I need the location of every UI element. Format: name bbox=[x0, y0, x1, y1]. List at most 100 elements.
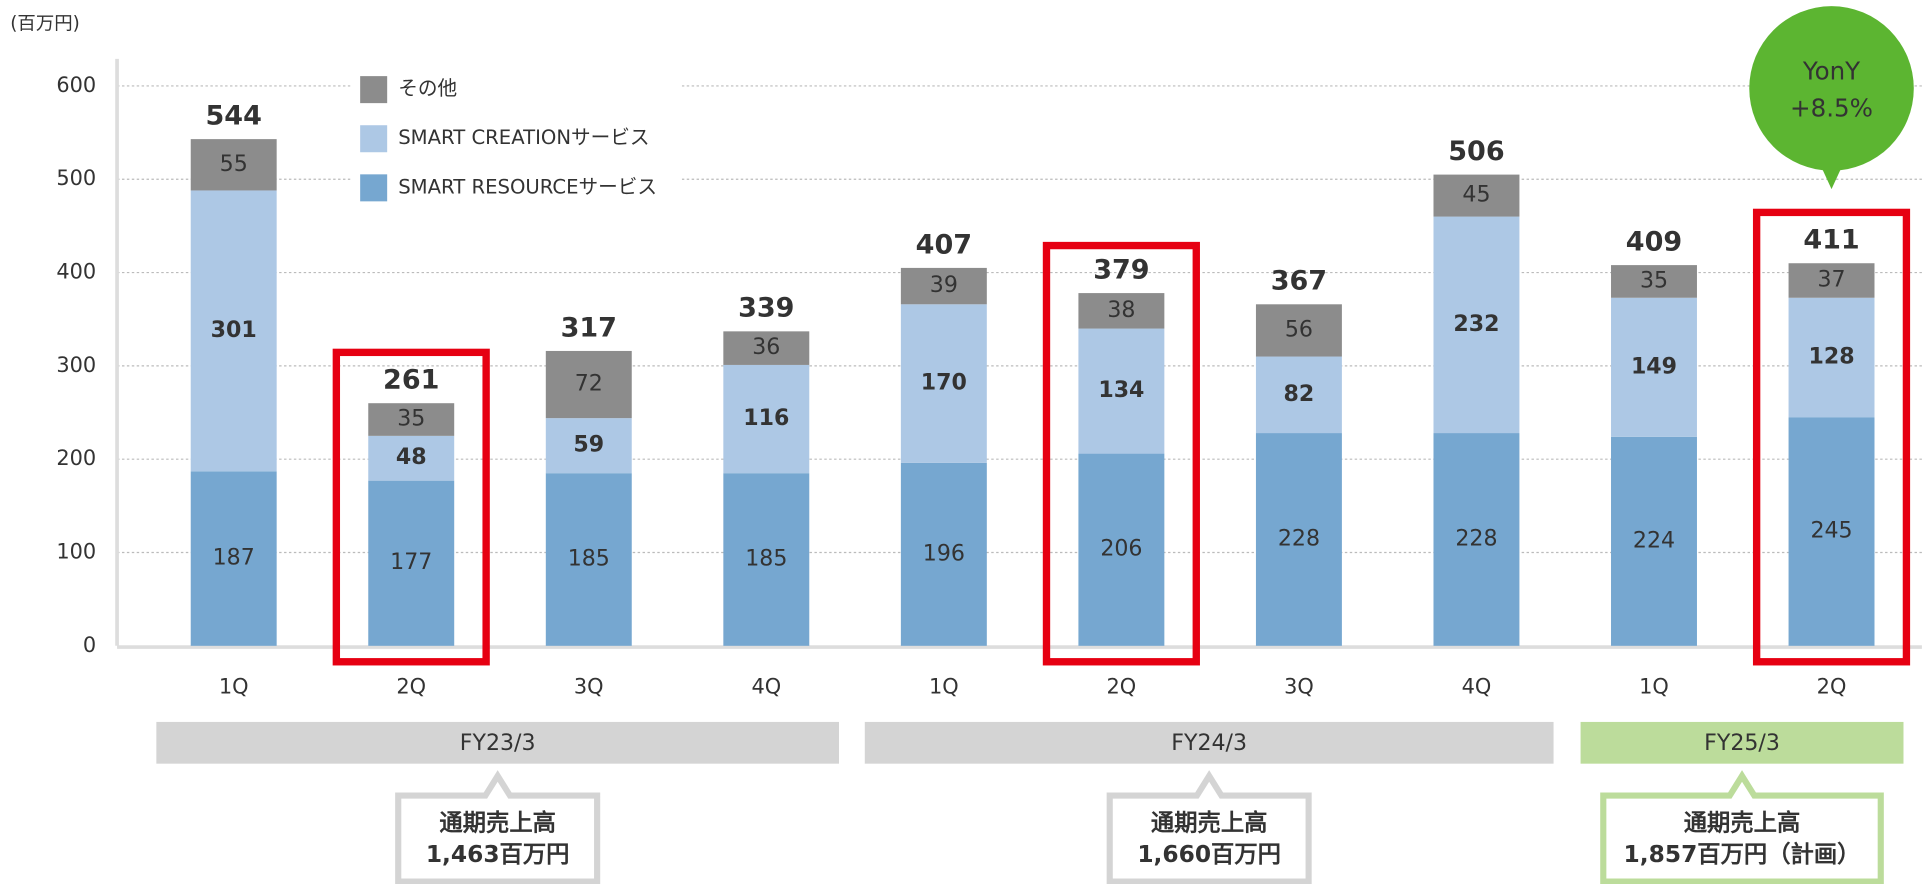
group-label: FY23/3 bbox=[460, 730, 536, 756]
total-label: 411 bbox=[1803, 225, 1859, 256]
callout-text: +8.5% bbox=[1790, 93, 1873, 122]
legend-swatch bbox=[360, 174, 388, 202]
note-box bbox=[395, 770, 601, 884]
bar-segment bbox=[900, 462, 987, 646]
bar-segment bbox=[900, 267, 987, 305]
bar-segment bbox=[1788, 417, 1875, 646]
highlight-box bbox=[1042, 241, 1200, 666]
data-label: 228 bbox=[1455, 525, 1497, 551]
data-label: 232 bbox=[1453, 311, 1499, 337]
group-label: FY24/3 bbox=[1171, 730, 1247, 756]
bar-segment bbox=[368, 403, 455, 436]
note-box bbox=[1600, 770, 1884, 884]
data-label: 224 bbox=[1633, 527, 1675, 553]
y-tick-label: 200 bbox=[56, 446, 96, 470]
callout-text: YonY bbox=[1802, 56, 1861, 85]
note-text: 通期売上高 bbox=[1684, 808, 1801, 836]
bar-segment bbox=[190, 471, 277, 646]
bar-segment bbox=[545, 350, 632, 419]
bar-segment bbox=[900, 304, 987, 463]
x-tick-label: 3Q bbox=[1284, 675, 1314, 699]
note-text: 通期売上高 bbox=[1151, 808, 1268, 836]
highlight-box bbox=[332, 348, 490, 666]
data-label: 82 bbox=[1284, 381, 1315, 407]
bar-segment bbox=[723, 473, 810, 646]
bar-segment bbox=[1078, 453, 1165, 646]
bar-segment bbox=[1255, 304, 1342, 357]
total-label: 379 bbox=[1093, 254, 1149, 285]
legend-swatch bbox=[360, 76, 388, 104]
y-tick-label: 0 bbox=[83, 633, 96, 657]
bar-segment bbox=[1255, 433, 1342, 646]
note-text: 1,463百万円 bbox=[426, 841, 570, 868]
y-unit: (百万円) bbox=[10, 14, 80, 35]
group-band bbox=[1580, 721, 1904, 764]
bar-segment bbox=[368, 435, 455, 481]
x-tick-label: 3Q bbox=[574, 675, 604, 699]
data-label: 45 bbox=[1462, 182, 1490, 208]
note-text: 1,660百万円 bbox=[1137, 841, 1281, 868]
data-label: 128 bbox=[1808, 343, 1854, 369]
x-tick-label: 1Q bbox=[219, 675, 249, 699]
legend-label: SMART RESOURCEサービス bbox=[398, 175, 657, 198]
data-label: 38 bbox=[1107, 297, 1135, 323]
total-label: 409 bbox=[1626, 227, 1682, 258]
y-tick-label: 400 bbox=[56, 260, 96, 284]
x-tick-label: 4Q bbox=[751, 675, 781, 699]
legend-swatch bbox=[360, 125, 388, 153]
note-text: 通期売上高 bbox=[439, 808, 556, 836]
legend-bg bbox=[350, 68, 682, 212]
total-label: 317 bbox=[561, 312, 617, 343]
bar-segment bbox=[545, 418, 632, 474]
bar-segment bbox=[1611, 436, 1697, 646]
group-band bbox=[864, 721, 1554, 764]
data-label: 37 bbox=[1817, 266, 1845, 292]
data-label: 35 bbox=[1640, 267, 1668, 293]
total-label: 339 bbox=[738, 293, 794, 324]
bar-segment bbox=[1788, 263, 1875, 298]
legend-label: SMART CREATIONサービス bbox=[398, 126, 649, 149]
bar-segment bbox=[545, 473, 632, 646]
y-tick-label: 300 bbox=[56, 353, 96, 377]
data-label: 48 bbox=[396, 444, 427, 470]
callout-bubble bbox=[1749, 6, 1914, 171]
bar-segment bbox=[723, 331, 810, 365]
bar-segment bbox=[1255, 356, 1342, 434]
data-label: 185 bbox=[568, 545, 610, 571]
bar-segment bbox=[190, 190, 277, 472]
highlight-box bbox=[1752, 208, 1911, 666]
x-tick-label: 2Q bbox=[1107, 675, 1137, 699]
data-label: 170 bbox=[921, 370, 967, 396]
data-label: 56 bbox=[1285, 316, 1313, 342]
data-label: 177 bbox=[390, 549, 432, 575]
bar-segment bbox=[368, 480, 455, 646]
bar-segment bbox=[1611, 265, 1697, 298]
bar-segment bbox=[1433, 174, 1520, 217]
bar-segment bbox=[1433, 216, 1520, 434]
data-label: 185 bbox=[745, 545, 787, 571]
legend-label: その他 bbox=[398, 77, 457, 100]
bar-segment bbox=[1078, 293, 1165, 329]
group-band bbox=[156, 721, 839, 764]
x-tick-label: 1Q bbox=[1639, 675, 1669, 699]
data-label: 149 bbox=[1631, 353, 1677, 379]
bar-segment bbox=[1433, 433, 1520, 646]
data-label: 116 bbox=[743, 405, 789, 431]
bar-segment bbox=[190, 139, 277, 191]
data-label: 36 bbox=[752, 334, 780, 360]
y-tick-label: 600 bbox=[56, 73, 96, 97]
data-label: 39 bbox=[930, 272, 958, 298]
data-label: 134 bbox=[1098, 377, 1144, 403]
data-label: 187 bbox=[213, 545, 255, 571]
data-label: 55 bbox=[220, 151, 248, 177]
bar-segment bbox=[1611, 297, 1697, 437]
note-text: 1,857百万円（計画） bbox=[1624, 840, 1861, 868]
x-tick-label: 2Q bbox=[1817, 675, 1847, 699]
total-label: 407 bbox=[916, 229, 972, 260]
x-tick-label: 1Q bbox=[929, 675, 959, 699]
y-tick-label: 100 bbox=[56, 540, 96, 564]
data-label: 196 bbox=[923, 540, 965, 566]
data-label: 228 bbox=[1278, 525, 1320, 551]
bar-segment bbox=[1078, 328, 1165, 454]
